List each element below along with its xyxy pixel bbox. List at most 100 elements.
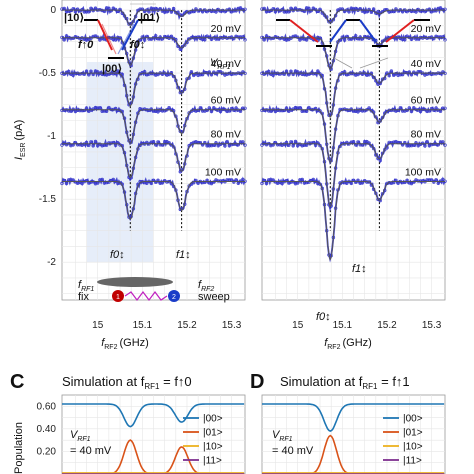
y-tick-label: 0.40 (37, 424, 57, 435)
data-point (423, 144, 427, 148)
fit-trace (62, 181, 245, 221)
trace-label: 20 mV (211, 23, 241, 35)
data-point (392, 73, 396, 78)
trace-label: 100 mV (205, 167, 241, 179)
data-point (151, 140, 156, 144)
panel-a-traces (60, 5, 247, 231)
data-point (111, 72, 116, 76)
data-point (171, 145, 176, 149)
data-point (296, 35, 300, 39)
sim-line (262, 403, 445, 432)
data-point (403, 70, 407, 75)
panel-a-y-ticks: 0 -0.5 -1 -1.5 -2 (39, 5, 57, 268)
y-tick-label: -0.5 (39, 68, 57, 79)
data-point (209, 143, 214, 148)
data-point (158, 35, 162, 39)
panel-b-traces (260, 5, 447, 263)
data-point (154, 180, 158, 185)
data-point (207, 144, 212, 148)
panel-d-legend: |00> |01> |10> |11> (383, 414, 423, 467)
f-down-label: f0↕ (130, 39, 145, 51)
data-point (432, 72, 436, 76)
y-tick-label: 0 (50, 5, 56, 16)
data-point (71, 73, 75, 78)
data-point (304, 6, 309, 10)
fit-trace (62, 9, 245, 26)
data-point (425, 139, 429, 144)
data-point (394, 71, 398, 76)
data-point (342, 107, 347, 111)
legend-label: |10> (203, 442, 223, 453)
data-point (378, 158, 382, 163)
level-diagram-a: |10⟩ |01⟩ |00⟩ f↑0 f0↕ (64, 3, 160, 75)
data-point (93, 6, 98, 10)
legend-label: |01> (403, 428, 423, 439)
data-point (416, 179, 420, 183)
data-point (116, 69, 120, 73)
dot-2 (168, 290, 180, 302)
data-point (338, 107, 342, 112)
data-point (365, 73, 369, 77)
data-point (293, 69, 298, 73)
data-point (405, 108, 409, 113)
data-point (416, 7, 420, 12)
data-point (60, 108, 64, 113)
data-point (107, 141, 111, 145)
x-tick-label: 15 (92, 320, 104, 331)
data-point (316, 69, 320, 73)
data-point (409, 181, 414, 186)
data-point (62, 38, 66, 42)
panel-c: C Simulation at fRF1 = f↑0 0.600.400.20 … (10, 371, 246, 474)
fit-trace (62, 109, 245, 145)
data-point (405, 144, 409, 148)
inset-rf2-note: sweep (198, 291, 230, 303)
trace-label: 40 mV (411, 58, 441, 70)
data-point (69, 143, 73, 148)
data-point (264, 181, 269, 186)
data-point (300, 144, 304, 148)
data-point (412, 180, 416, 184)
data-point (307, 105, 311, 110)
data-point (127, 22, 131, 26)
trace-label: 80 mV (211, 129, 241, 141)
panel-d: D Simulation at fRF1 = f↑1 |00>|01>|10>|… (250, 371, 446, 474)
data-point (104, 6, 109, 10)
data-point (278, 36, 282, 41)
panel-c-v-label: VRF1 (70, 429, 91, 443)
sim-line (62, 403, 245, 428)
data-point (234, 9, 238, 13)
data-point (196, 73, 200, 77)
sim-y-label: Population (13, 422, 25, 474)
data-point (238, 6, 243, 10)
data-point (129, 22, 133, 26)
panel-b-x-label: fRF2 (GHz) (324, 337, 372, 351)
data-point (293, 105, 298, 110)
f-up-label: f↑0 (78, 39, 94, 51)
data-point (293, 139, 298, 144)
data-point (178, 47, 183, 51)
y-tick-label: -1 (47, 131, 56, 142)
data-point (367, 7, 371, 12)
data-point (203, 70, 207, 75)
device-inset: 1 2 fRF1 fix fRF2 sweep (78, 277, 230, 303)
panel-c-y-ticks: 0.60 0.40 0.20 (37, 401, 57, 457)
data-trace (261, 138, 446, 212)
data-point (443, 7, 447, 12)
legend-label: |11> (203, 456, 222, 467)
x-tick-label: 15.1 (133, 320, 153, 331)
data-point (291, 107, 295, 111)
data-point (441, 35, 445, 39)
panel-b-peak-label-f1: f1↕ (352, 263, 367, 275)
panel-c-letter: C (10, 371, 24, 393)
data-point (291, 144, 295, 148)
data-point (354, 73, 358, 77)
legend-label: |11> (403, 456, 422, 467)
data-point (354, 34, 358, 38)
legend-label: |00> (403, 414, 423, 425)
data-point (232, 142, 236, 147)
data-point (438, 35, 443, 39)
data-point (214, 141, 218, 145)
data-point (318, 143, 322, 148)
data-point (189, 70, 194, 74)
inset-rf2-label: fRF2 (198, 279, 214, 293)
